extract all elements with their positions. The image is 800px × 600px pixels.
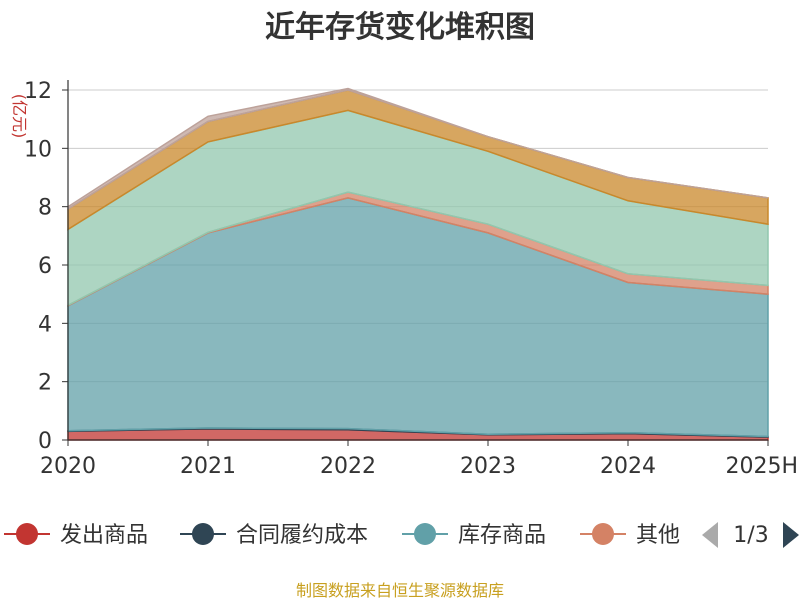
legend-page-indicator: 1/3 <box>733 523 768 548</box>
y-axis-ticks: 0 2 4 6 8 10 12 <box>24 79 68 454</box>
next-page-icon[interactable] <box>783 522 799 548</box>
legend-marker-icon <box>192 523 214 545</box>
legend-item[interactable]: 库存商品 <box>402 523 546 548</box>
legend-item[interactable]: 发出商品 <box>4 523 148 548</box>
y-tick-label: 2 <box>38 371 52 396</box>
x-tick-label: 2020 <box>40 454 96 479</box>
y-tick-label: 8 <box>38 196 52 221</box>
x-axis-ticks: 2020 2021 2022 2023 2024 2025H <box>40 440 798 479</box>
legend-item[interactable]: 合同履约成本 <box>180 523 368 548</box>
legend[interactable]: 发出商品 合同履约成本 库存商品 其他 <box>4 523 680 548</box>
legend-label: 其他 <box>636 523 680 548</box>
legend-pager[interactable]: 1/3 <box>702 522 799 548</box>
legend-marker-icon <box>592 523 614 545</box>
y-tick-label: 12 <box>24 79 52 104</box>
legend-item[interactable]: 其他 <box>580 523 680 548</box>
legend-marker-icon <box>414 523 436 545</box>
area-series <box>67 87 769 441</box>
x-tick-label: 2023 <box>460 454 516 479</box>
prev-page-icon[interactable] <box>702 522 718 548</box>
data-source-note: 制图数据来自恒生聚源数据库 <box>296 581 504 600</box>
legend-label: 合同履约成本 <box>236 523 368 548</box>
legend-label: 库存商品 <box>458 523 546 548</box>
y-tick-label: 0 <box>38 429 52 454</box>
chart-title: 近年存货变化堆积图 <box>265 10 535 45</box>
y-axis-unit-label: (亿元) <box>10 94 29 139</box>
x-tick-label: 2025H <box>725 454 798 479</box>
x-tick-label: 2021 <box>180 454 236 479</box>
area-series-7 <box>67 87 769 211</box>
x-tick-label: 2022 <box>320 454 376 479</box>
y-tick-label: 6 <box>38 254 52 279</box>
y-tick-label: 4 <box>38 312 52 337</box>
axes <box>67 80 768 441</box>
y-tick-label: 10 <box>24 137 52 162</box>
legend-label: 发出商品 <box>60 523 148 548</box>
legend-marker-icon <box>16 523 38 545</box>
x-tick-label: 2024 <box>600 454 656 479</box>
